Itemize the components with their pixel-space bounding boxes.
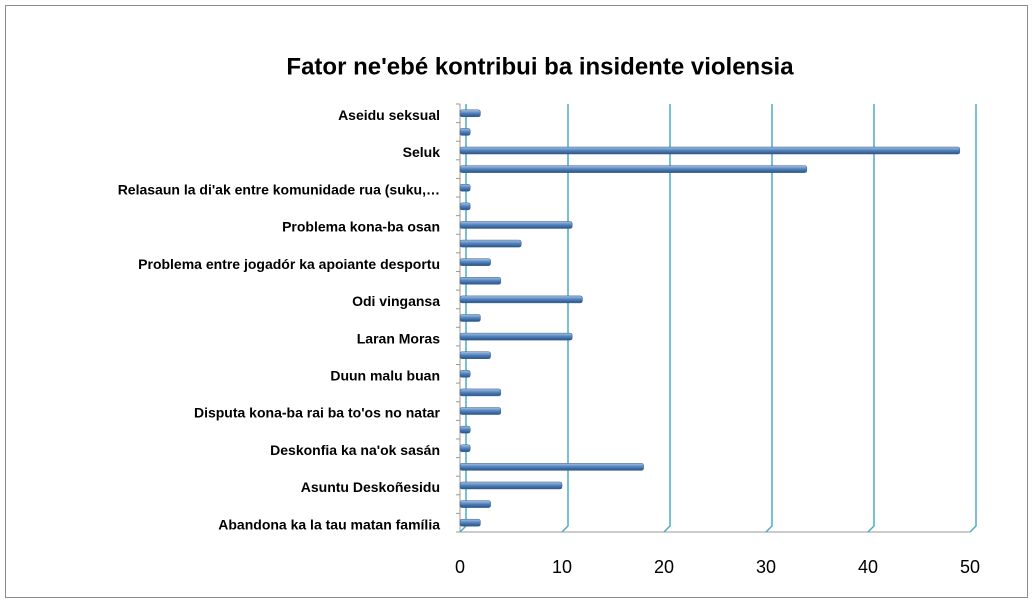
bar (459, 165, 808, 173)
bar (459, 314, 481, 322)
x-tick-label: 40 (858, 557, 878, 577)
y-tick-label: Abandona ka la tau matan família (218, 516, 440, 532)
bar (459, 146, 961, 155)
bar (459, 351, 491, 359)
grid-line (969, 104, 977, 533)
y-tick-label: Aseidu seksual (338, 107, 440, 123)
bar (459, 128, 471, 136)
grid-line (867, 104, 875, 533)
y-tick-label: Duun malu buan (330, 368, 440, 384)
bar (459, 221, 573, 229)
bar (459, 370, 471, 378)
x-tick-label: 10 (552, 557, 572, 577)
bar (459, 481, 563, 490)
y-tick-label: Asuntu Deskoñesidu (301, 479, 440, 495)
bar (459, 277, 502, 285)
x-tick-label: 30 (756, 557, 776, 577)
grid-line (561, 104, 569, 533)
bar (459, 463, 644, 471)
y-tick-label: Seluk (403, 144, 441, 160)
x-tick-label: 20 (654, 557, 674, 577)
y-tick-label: Problema entre jogadór ka apoiante despo… (138, 256, 440, 272)
grid-line (765, 104, 773, 533)
bar (459, 332, 573, 341)
bar (459, 444, 471, 453)
y-tick-label: Problema kona-ba osan (282, 219, 440, 235)
bar (459, 239, 522, 248)
x-tick-label: 50 (960, 557, 980, 577)
y-tick-label: Relasaun la di'ak entre komunidade rua (… (118, 181, 440, 197)
bar (459, 109, 481, 118)
grid-line (663, 104, 671, 533)
y-tick-label: Deskonfia ka na'ok sasán (270, 442, 440, 458)
chart-title: Fator ne'ebé kontribui ba insidente viol… (286, 53, 794, 80)
y-tick-label: Laran Moras (357, 330, 440, 346)
bar (459, 500, 491, 508)
x-tick-label: 0 (455, 557, 465, 577)
bar (459, 295, 583, 304)
bar (459, 202, 471, 211)
bar (459, 183, 471, 192)
y-tick-label: Odi vingansa (352, 293, 440, 309)
bar (459, 425, 471, 434)
bar (459, 258, 491, 266)
bar (459, 518, 481, 527)
y-tick-label: Disputa kona-ba rai ba to'os no natar (194, 405, 441, 421)
bar (459, 388, 502, 397)
bar (459, 407, 502, 415)
